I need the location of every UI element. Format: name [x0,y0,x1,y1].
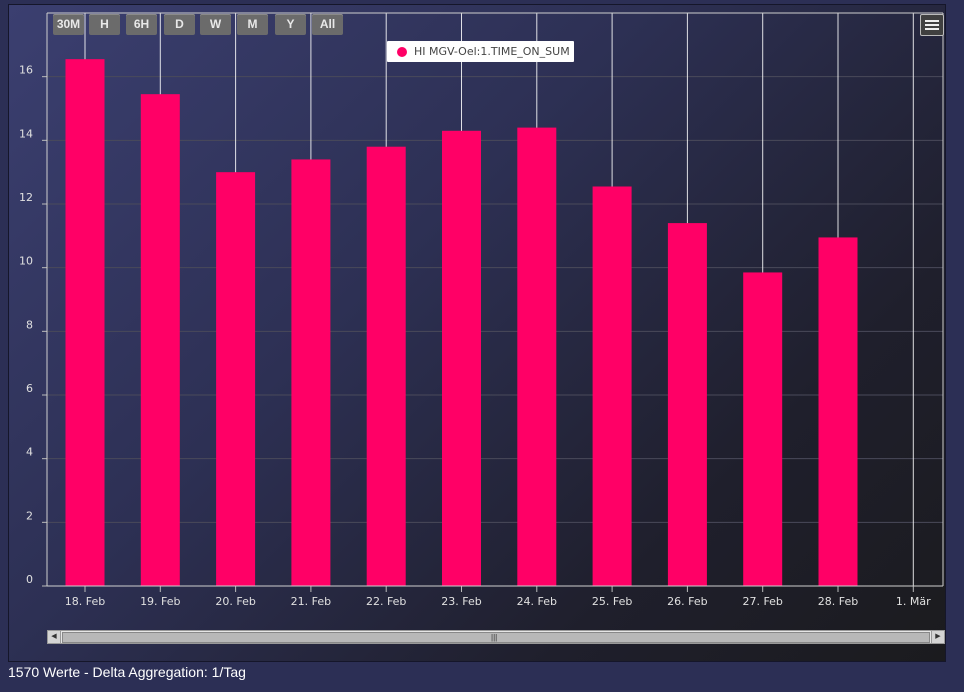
axes [42,12,944,592]
grid-lines [47,76,943,587]
x-tick-label: 24. Feb [517,595,557,608]
footer-status: 1570 Werte - Delta Aggregation: 1/Tag [8,664,246,680]
bar-series [65,59,858,587]
scroll-left-arrow-icon[interactable]: ◀ [48,631,61,643]
bar [517,127,557,586]
y-tick-label: 8 [26,318,33,331]
bar-chart: 0 2 4 6 8 10 12 14 16 18. Feb 19. Feb 20. Feb 21. F… [19,12,944,608]
vertical-plot-lines [84,13,914,586]
legend-label: HI MGV-Oel:1.TIME_ON_SUM [414,45,570,58]
y-tick-label: 0 [26,573,33,586]
scroll-right-arrow-icon[interactable]: ▶ [931,631,944,643]
range-button-d[interactable]: D [164,14,195,35]
range-button-w[interactable]: W [200,14,231,35]
x-tick-label: 26. Feb [667,595,707,608]
x-tick-label: 20. Feb [215,595,255,608]
bar [667,223,707,586]
x-tick-label: 25. Feb [592,595,632,608]
y-axis-labels: 0 2 4 6 8 10 12 14 16 [19,64,33,586]
range-button-m[interactable]: M [237,14,268,35]
bar [216,172,256,586]
legend-color-dot [397,47,407,57]
bar [442,130,481,586]
navigator-scrollbar[interactable]: ◀ ||| ▶ [47,630,945,644]
x-tick-label: 28. Feb [818,595,858,608]
y-tick-label: 14 [19,127,33,140]
x-tick-label: 22. Feb [366,595,406,608]
bar [291,159,331,586]
legend[interactable]: HI MGV-Oel:1.TIME_ON_SUM [387,41,574,62]
y-tick-label: 2 [26,509,33,522]
x-tick-label: 21. Feb [291,595,331,608]
bar [743,272,783,586]
range-button-6h[interactable]: 6H [126,14,157,35]
bar [140,94,180,587]
x-tick-label: 27. Feb [742,595,782,608]
scrollbar-thumb[interactable]: ||| [62,632,930,643]
range-button-30m[interactable]: 30M [53,14,84,35]
hamburger-icon-line [925,24,939,26]
bar [65,59,105,587]
x-axis-labels: 18. Feb 19. Feb 20. Feb 21. Feb 22. Feb 23. F… [65,595,931,608]
x-tick-label: 1. Mär [896,595,931,608]
range-button-y[interactable]: Y [275,14,306,35]
y-tick-label: 6 [26,382,33,395]
y-tick-label: 4 [26,446,33,459]
y-tick-label: 16 [19,64,33,77]
range-button-all[interactable]: All [312,14,343,35]
hamburger-icon-line [925,28,939,30]
hamburger-icon [925,20,939,22]
chart-menu-button[interactable] [920,14,944,36]
y-tick-label: 10 [19,255,33,268]
chart-container: 0 2 4 6 8 10 12 14 16 18. Feb 19. Feb 20. Feb 21. F… [8,4,946,662]
y-tick-label: 12 [19,191,33,204]
bar [366,146,406,586]
bar [592,186,632,586]
grip-icon: ||| [491,633,498,642]
range-button-h[interactable]: H [89,14,120,35]
x-tick-label: 18. Feb [65,595,105,608]
x-tick-label: 23. Feb [441,595,481,608]
x-tick-label: 19. Feb [140,595,180,608]
bar [818,237,858,587]
